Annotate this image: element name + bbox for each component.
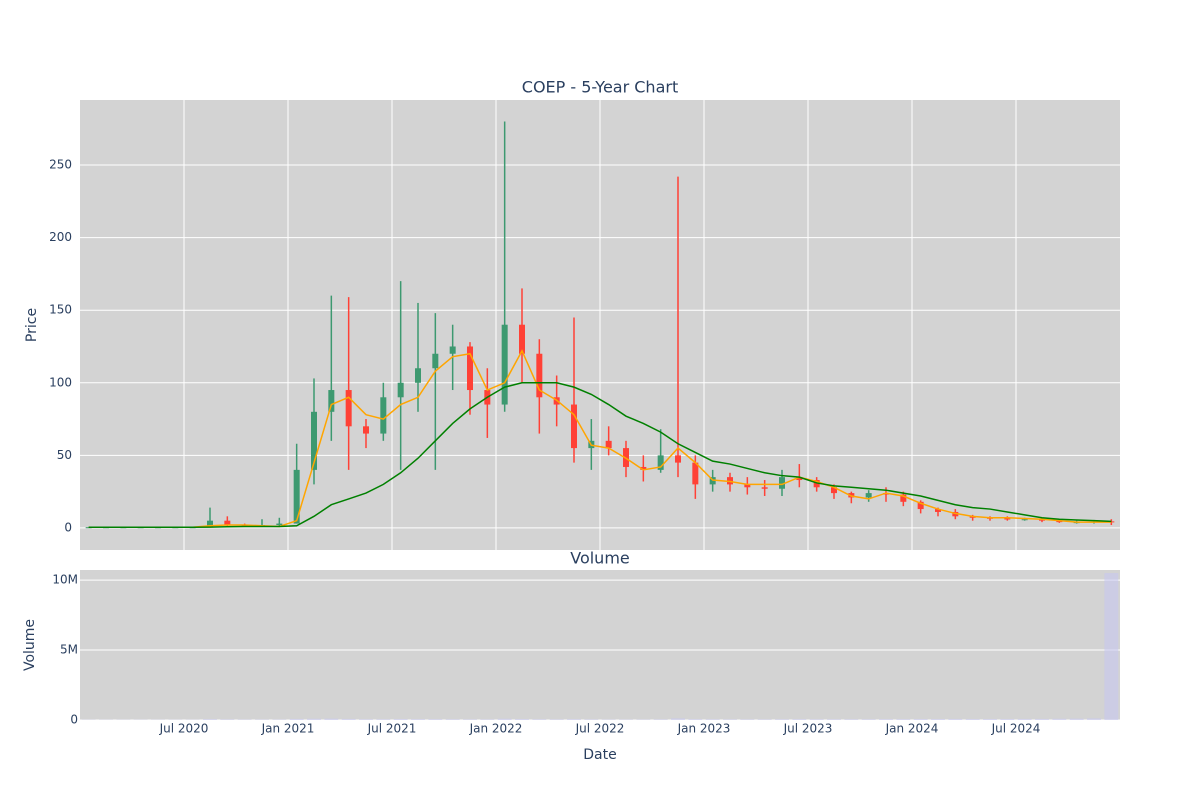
volume-bar	[983, 719, 997, 720]
candle-body	[502, 325, 508, 405]
subplot-title: Volume	[570, 549, 630, 568]
candle-body	[762, 487, 768, 488]
volume-bar	[914, 719, 928, 720]
volume-bar	[307, 719, 321, 720]
x-tick-label: Jan 2022	[469, 722, 523, 736]
volume-bar	[411, 719, 425, 720]
volume-bar	[203, 719, 217, 720]
volume-bar	[359, 719, 373, 720]
candle-body	[1004, 519, 1010, 520]
volume-bar	[671, 718, 685, 720]
volume-bar	[792, 719, 806, 720]
volume-bar	[428, 719, 442, 720]
candle-body	[432, 354, 438, 369]
y-tick-label: 5M	[60, 643, 78, 657]
x-tick-label: Jul 2020	[159, 722, 209, 736]
volume-bar	[1000, 719, 1014, 720]
x-tick-label: Jan 2024	[885, 722, 939, 736]
volume-bar	[966, 719, 980, 720]
volume-bar	[1070, 719, 1084, 720]
volume-bar	[376, 719, 390, 720]
y-tick-label: 150	[49, 303, 72, 317]
volume-bar	[810, 719, 824, 720]
volume-bar	[758, 719, 772, 720]
volume-bar	[567, 719, 581, 720]
volume-bar	[1087, 718, 1101, 720]
volume-bar	[862, 719, 876, 720]
y-axis-label: Volume	[22, 619, 38, 671]
volume-bar	[827, 719, 841, 720]
volume-bar	[532, 719, 546, 720]
x-tick-label: Jul 2021	[367, 722, 417, 736]
x-tick-label: Jul 2024	[991, 722, 1041, 736]
chart-title: COEP - 5-Year Chart	[522, 78, 678, 97]
candle-body	[675, 455, 681, 462]
x-tick-label: Jul 2022	[575, 722, 625, 736]
candle-body	[866, 493, 872, 497]
y-tick-label: 250	[49, 158, 72, 172]
volume-bar	[688, 719, 702, 720]
volume-bar	[498, 719, 512, 720]
x-tick-label: Jan 2021	[261, 722, 315, 736]
volume-bar	[515, 719, 529, 720]
volume-bar	[879, 719, 893, 720]
y-tick-label: 0	[64, 520, 72, 534]
candle-body	[415, 368, 421, 383]
candle-body	[380, 397, 386, 433]
candle-body	[571, 405, 577, 449]
volume-bar	[723, 719, 737, 720]
y-tick-label: 200	[49, 230, 72, 244]
volume-bar	[584, 719, 598, 720]
volume-bar	[342, 719, 356, 720]
volume-bar	[775, 719, 789, 720]
y-tick-label: 50	[57, 448, 72, 462]
candle-body	[328, 390, 334, 412]
candle-body	[346, 390, 352, 426]
x-axis-label: Date	[583, 747, 616, 763]
volume-bar	[844, 719, 858, 720]
volume-bar	[480, 719, 494, 720]
y-tick-label: 0	[70, 713, 78, 727]
volume-bar	[1018, 719, 1032, 720]
candle-body	[692, 463, 698, 485]
volume-bar	[948, 719, 962, 720]
volume-bar	[290, 719, 304, 720]
volume-plot-bg	[80, 570, 1120, 720]
volume-bar	[931, 719, 945, 720]
candle-body	[450, 346, 456, 353]
volume-bar	[740, 719, 754, 720]
volume-bar	[446, 719, 460, 720]
volume-bar	[1104, 573, 1118, 720]
volume-bar	[220, 719, 234, 720]
candle-body	[1022, 519, 1028, 520]
x-tick-label: Jan 2023	[677, 722, 731, 736]
y-axis-label: Price	[24, 308, 40, 342]
volume-bar	[1052, 719, 1066, 720]
volume-bar	[463, 719, 477, 720]
volume-bar	[394, 719, 408, 720]
volume-bar	[550, 719, 564, 720]
volume-bar	[1035, 719, 1049, 720]
volume-bar	[896, 719, 910, 720]
y-tick-label: 100	[49, 375, 72, 389]
candle-body	[363, 426, 369, 433]
candle-body	[398, 383, 404, 398]
candle-body	[276, 524, 282, 525]
volume-bar	[654, 719, 668, 720]
volume-bar	[706, 719, 720, 720]
x-tick-label: Jul 2023	[783, 722, 833, 736]
volume-bar	[324, 719, 338, 720]
y-tick-label: 10M	[52, 573, 78, 587]
